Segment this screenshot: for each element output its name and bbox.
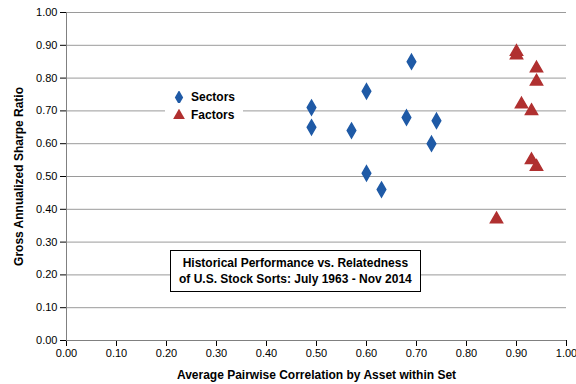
svg-text:0.50: 0.50 xyxy=(36,170,57,182)
svg-text:0.90: 0.90 xyxy=(506,347,527,359)
svg-text:1.00: 1.00 xyxy=(556,347,576,359)
svg-text:0.40: 0.40 xyxy=(256,347,277,359)
svg-text:0.00: 0.00 xyxy=(36,334,57,346)
html-text:Factors: Factors xyxy=(191,108,235,122)
svg-text:0.40: 0.40 xyxy=(36,203,57,215)
svg-text:0.80: 0.80 xyxy=(36,72,57,84)
svg-text:0.20: 0.20 xyxy=(36,268,57,280)
svg-text:0.50: 0.50 xyxy=(306,347,327,359)
svg-text:0.70: 0.70 xyxy=(36,104,57,116)
svg-text:0.30: 0.30 xyxy=(206,347,227,359)
html-text:Historical Performance vs. Rel: Historical Performance vs. Relatedness xyxy=(182,256,409,270)
svg-text:0.90: 0.90 xyxy=(36,39,57,51)
svg-text:0.00: 0.00 xyxy=(56,347,77,359)
html-text:of U.S. Stock Sorts: July 1963: of U.S. Stock Sorts: July 1963 - Nov 201… xyxy=(179,272,412,287)
svg-text:0.30: 0.30 xyxy=(36,236,57,248)
svg-text:Gross Annualized Sharpe Ratio: Gross Annualized Sharpe Ratio xyxy=(12,87,26,266)
svg-text:0.10: 0.10 xyxy=(106,347,127,359)
svg-text:0.70: 0.70 xyxy=(406,347,427,359)
svg-text:0.20: 0.20 xyxy=(156,347,177,359)
svg-text:0.60: 0.60 xyxy=(36,137,57,149)
svg-text:0.60: 0.60 xyxy=(356,347,377,359)
svg-text:0.80: 0.80 xyxy=(456,347,477,359)
svg-text:0.10: 0.10 xyxy=(36,301,57,313)
svg-text:1.00: 1.00 xyxy=(36,6,57,18)
html-text:Sectors: Sectors xyxy=(191,90,235,104)
svg-text:Average Pairwise Correlation b: Average Pairwise Correlation by Asset wi… xyxy=(177,368,456,382)
